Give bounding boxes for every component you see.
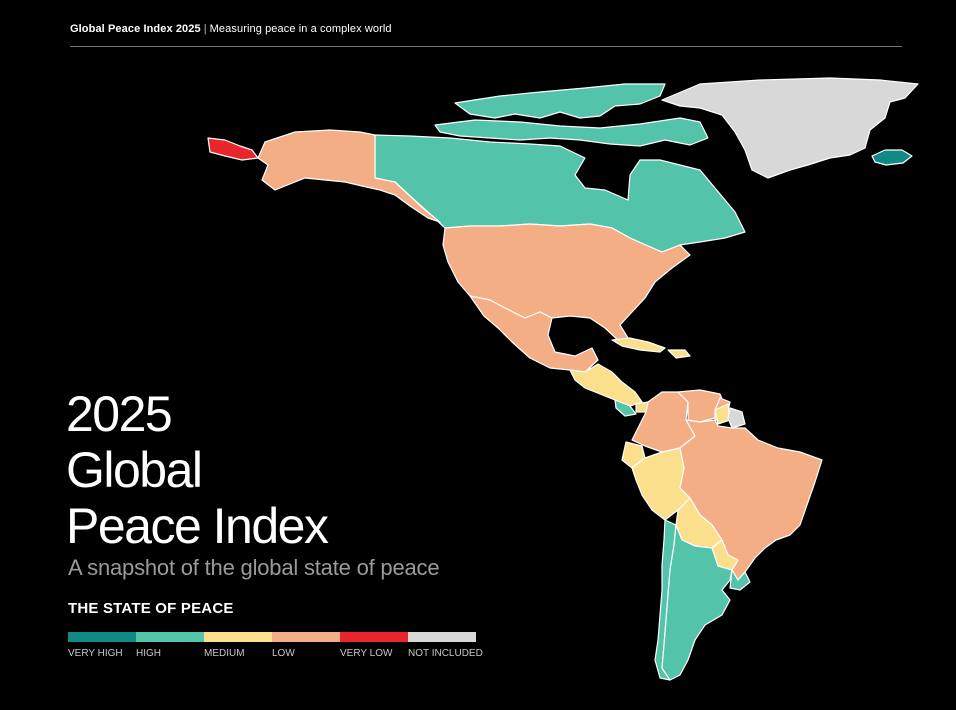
main-title-line-1: 2025 (66, 386, 173, 442)
map-canada-islands (454, 83, 666, 119)
legend-label-low: LOW (272, 648, 295, 659)
map-brazil (679, 419, 823, 581)
map-iceland (871, 149, 913, 166)
main-title-line-3: Peace Index (66, 498, 329, 554)
legend-swatch-very-low (340, 632, 408, 642)
main-title: 2025 Global Peace Index (66, 386, 329, 554)
header-title: Global Peace Index 2025 (70, 23, 201, 35)
map-argentina (661, 524, 733, 681)
header: Global Peace Index 2025 | Measuring peace … (70, 23, 392, 35)
legend-swatch-not-included (408, 632, 476, 642)
legend-label-high: HIGH (136, 648, 161, 659)
legend-label-medium: MEDIUM (204, 648, 245, 659)
header-separator: | (203, 23, 207, 35)
map-alaska (257, 129, 441, 223)
map-hispaniola (667, 349, 691, 359)
legend-label-not-included: NOT INCLUDED (408, 648, 483, 659)
legend-swatch-low (272, 632, 340, 642)
legend-swatch-medium (204, 632, 272, 642)
legend-bar (68, 632, 476, 642)
subtitle: A snapshot of the global state of peace (68, 555, 440, 580)
header-subtitle: Measuring peace in a complex world (209, 23, 392, 35)
map-greenland (661, 77, 919, 179)
legend-swatch-high (136, 632, 204, 642)
map-french-guiana (727, 407, 746, 429)
legend-label-very-high: VERY HIGH (68, 648, 123, 659)
map-uruguay (729, 569, 751, 591)
main-title-line-2: Global (66, 442, 203, 498)
map-costa-rica (614, 399, 637, 417)
legend-swatch-very-high (68, 632, 136, 642)
map-central-america (569, 363, 643, 407)
map-canada-islands-2 (434, 117, 709, 147)
legend-title: THE STATE OF PEACE (68, 600, 234, 617)
map-mexico (469, 295, 599, 373)
map-russia-east (207, 137, 259, 161)
header-rule (70, 46, 902, 47)
legend-label-very-low: VERY LOW (340, 648, 393, 659)
map-cuba (611, 337, 666, 353)
legend-labels: VERY HIGH HIGH MEDIUM LOW VERY LOW NOT I… (68, 648, 483, 659)
